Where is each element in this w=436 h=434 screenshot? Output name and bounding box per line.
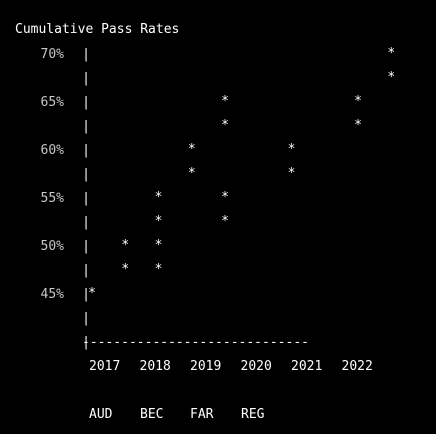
data-point: * bbox=[121, 262, 129, 277]
y-axis-segment: | bbox=[82, 335, 90, 350]
data-point: * bbox=[155, 190, 163, 205]
y-tick-label: 45% bbox=[41, 287, 65, 302]
data-point: * bbox=[354, 118, 362, 133]
x-tick-label: 2021 bbox=[291, 359, 322, 374]
y-tick-label: 60% bbox=[41, 143, 65, 158]
x-tick-label: 2017 bbox=[89, 359, 120, 374]
y-tick-label: 70% bbox=[41, 47, 65, 62]
y-axis-segment: | bbox=[82, 239, 90, 254]
x-axis-baseline: ----------------------------- bbox=[82, 335, 309, 350]
x-tick-label: 2022 bbox=[342, 359, 373, 374]
data-point: * bbox=[121, 238, 129, 253]
data-point: * bbox=[354, 94, 362, 109]
data-point: * bbox=[387, 46, 395, 61]
data-point: * bbox=[155, 214, 163, 229]
y-axis-segment: | bbox=[82, 311, 90, 326]
y-tick-label: 55% bbox=[41, 191, 65, 206]
data-point: * bbox=[288, 166, 296, 181]
data-point: * bbox=[221, 94, 229, 109]
data-point: * bbox=[188, 142, 196, 157]
data-point: * bbox=[155, 262, 163, 277]
data-point: * bbox=[88, 286, 96, 301]
y-axis-segment: | bbox=[82, 215, 90, 230]
x-tick-label: 2020 bbox=[241, 359, 272, 374]
y-tick-label: 65% bbox=[41, 95, 65, 110]
legend-label: AUD bbox=[89, 407, 113, 422]
data-point: * bbox=[155, 238, 163, 253]
y-axis-segment: | bbox=[82, 143, 90, 158]
y-axis-segment: | bbox=[82, 71, 90, 86]
chart-title: Cumulative Pass Rates bbox=[15, 22, 180, 37]
x-tick-label: 2018 bbox=[140, 359, 171, 374]
legend-label: FAR bbox=[190, 407, 214, 422]
data-point: * bbox=[288, 142, 296, 157]
y-axis-segment: | bbox=[82, 167, 90, 182]
y-tick-label: 50% bbox=[41, 239, 65, 254]
y-axis-segment: | bbox=[82, 191, 90, 206]
y-axis-segment: | bbox=[82, 119, 90, 134]
data-point: * bbox=[221, 190, 229, 205]
y-axis-segment: | bbox=[82, 95, 90, 110]
data-point: * bbox=[387, 70, 395, 85]
data-point: * bbox=[221, 214, 229, 229]
legend-label: REG bbox=[241, 407, 265, 422]
x-tick-label: 2019 bbox=[190, 359, 221, 374]
y-axis-segment: | bbox=[82, 287, 90, 302]
legend-label: BEC bbox=[140, 407, 163, 422]
y-axis-segment: | bbox=[82, 263, 90, 278]
data-point: * bbox=[188, 166, 196, 181]
y-axis-segment: | bbox=[82, 47, 90, 62]
data-point: * bbox=[221, 118, 229, 133]
